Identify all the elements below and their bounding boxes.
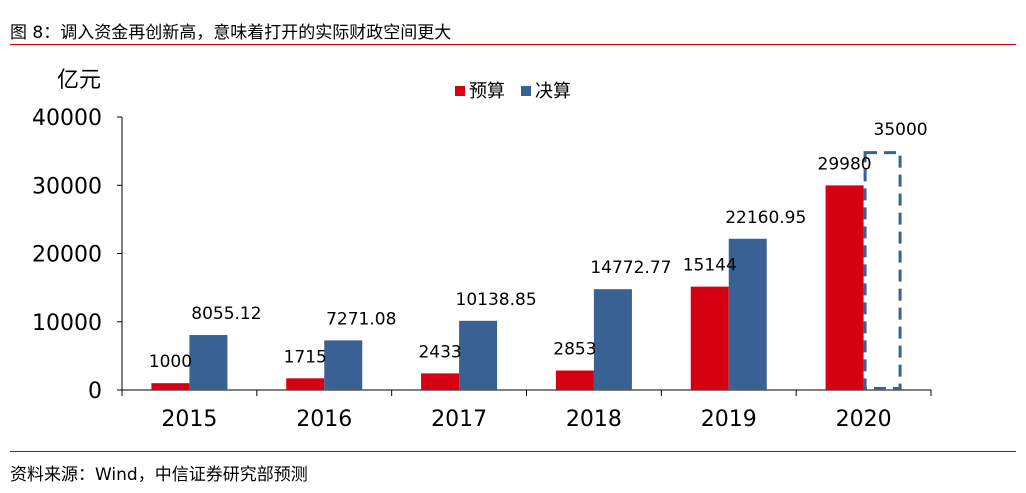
data-label: 1000 — [149, 352, 192, 372]
bar-budget — [690, 286, 729, 390]
bar-budget — [825, 185, 864, 390]
x-tick-label: 2016 — [296, 407, 352, 432]
data-label: 35000 — [874, 120, 928, 140]
legend-swatch — [521, 86, 531, 96]
legend-label: 决算 — [535, 81, 571, 102]
data-label: 2853 — [553, 340, 596, 360]
legend-swatch — [455, 86, 465, 96]
data-label: 15144 — [683, 256, 737, 276]
y-axis: 0 10000 20000 30000 40000 — [32, 106, 123, 404]
bar-labels: 1000 1715 2433 2853 15144 29980 8055.12 7271.08… — [149, 120, 928, 372]
figure-title: 图 8：调入资金再创新高，意味着打开的实际财政空间更大 — [10, 23, 452, 43]
bar-final-projected — [863, 151, 902, 390]
data-label: 14772.77 — [590, 258, 671, 278]
source-note: 资料来源：Wind，中信证券研究部预测 — [10, 465, 308, 485]
bar-final — [324, 340, 363, 390]
data-label: 29980 — [818, 154, 872, 174]
x-tick-label: 2015 — [161, 407, 217, 432]
top-rule — [10, 44, 1016, 45]
bars — [151, 151, 902, 390]
bar-final — [728, 238, 767, 390]
data-label: 2433 — [418, 342, 461, 362]
bar-budget — [151, 383, 190, 390]
x-tick-label: 2018 — [566, 407, 622, 432]
y-tick-label: 10000 — [32, 311, 102, 336]
data-label: 8055.12 — [191, 304, 261, 324]
y-tick-label: 20000 — [32, 243, 102, 268]
y-axis-label: 亿元 — [57, 68, 101, 93]
y-tick-label: 0 — [88, 379, 102, 404]
y-tick-label: 40000 — [32, 106, 102, 131]
legend: 预算 决算 — [455, 81, 571, 102]
bar-final — [593, 289, 632, 390]
x-tick-label: 2020 — [836, 407, 892, 432]
x-axis: 2015 2016 2017 2018 2019 2020 — [121, 389, 932, 432]
y-tick-label: 30000 — [32, 174, 102, 199]
bottom-rule — [10, 451, 1016, 452]
data-label: 10138.85 — [456, 290, 537, 310]
bar-budget — [421, 373, 460, 390]
x-tick-label: 2017 — [431, 407, 487, 432]
data-label: 22160.95 — [725, 208, 806, 228]
data-label: 1715 — [284, 347, 327, 367]
legend-label: 预算 — [469, 81, 505, 102]
bar-final — [189, 335, 228, 390]
bar-budget — [555, 370, 594, 390]
data-label: 7271.08 — [326, 309, 396, 329]
x-tick-label: 2019 — [701, 407, 757, 432]
bar-final — [459, 320, 498, 390]
bar-budget — [286, 378, 325, 390]
